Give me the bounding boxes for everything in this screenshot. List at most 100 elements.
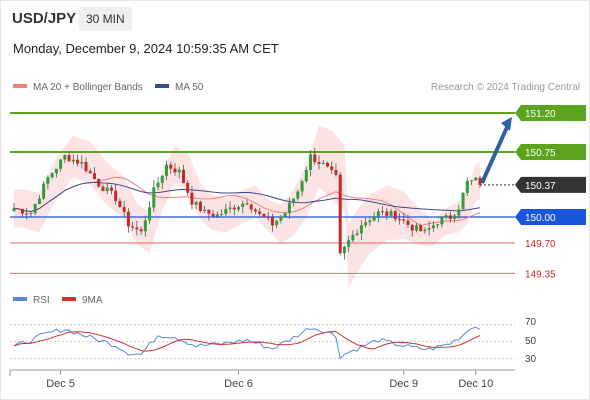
candle-body [76, 159, 80, 164]
candle-body [165, 164, 169, 176]
candle-body [156, 182, 160, 188]
ma-layer [13, 176, 481, 227]
candle-body [84, 161, 88, 172]
candle-body [389, 211, 393, 216]
level-label-149.70: 149.70 [525, 239, 556, 250]
candle-body [54, 168, 58, 174]
candle-body [143, 220, 147, 232]
candle-body [160, 175, 164, 183]
bollinger-band [14, 125, 480, 289]
candle-body [436, 224, 440, 226]
candle-body [59, 159, 63, 169]
candle-body [398, 219, 402, 221]
datetime-label: Monday, December 9, 2024 10:59:35 AM CET [13, 41, 279, 56]
candle-body [207, 209, 211, 214]
candle-body [237, 207, 241, 210]
candle-body [16, 208, 20, 210]
candle-body [478, 177, 482, 185]
candle-body [296, 191, 300, 199]
candle-body [122, 207, 126, 212]
candle-body [114, 190, 118, 201]
candle-body [67, 155, 71, 162]
legend-rsi-swatch [13, 297, 27, 301]
candle-body [101, 186, 105, 192]
rsi-tick-50: 50 [525, 336, 537, 347]
candle-body [355, 233, 359, 236]
candle-body [241, 203, 245, 208]
chart-header: USD/JPY 30 MIN [0, 0, 590, 38]
candle-body [20, 208, 24, 214]
candle-body [317, 162, 321, 164]
rsi-tick-70: 70 [525, 317, 537, 328]
candle-body [198, 201, 202, 211]
candle-body [42, 183, 46, 199]
candle-body [131, 226, 135, 228]
candle-body [148, 207, 152, 221]
candle-body [427, 228, 431, 230]
candle-body [423, 229, 427, 232]
candle-body [105, 187, 109, 192]
candle-body [186, 182, 190, 193]
candle-body [169, 164, 173, 169]
candle-body [80, 161, 84, 164]
forecast-arrow-head [501, 117, 512, 131]
candle-body [465, 180, 469, 193]
candle-body [364, 222, 368, 226]
candle-body [325, 162, 329, 167]
candle-body [300, 181, 304, 192]
candle-body [393, 211, 397, 220]
price-labels-layer: 151.20 150.75 150.37 150.00 149.70 149.35 [515, 105, 586, 280]
candle-body [177, 169, 181, 173]
candle-body [410, 224, 414, 231]
candle-body [275, 220, 279, 226]
legend-ma20-swatch [13, 84, 27, 88]
candle-body [330, 166, 334, 171]
x-tick-label: Dec 10 [458, 378, 493, 390]
rsi-tick-30: 30 [525, 354, 537, 365]
level-tag-150.00 [515, 209, 586, 225]
forecast-arrow-shaft [480, 124, 510, 184]
level-label-150.00: 150.00 [525, 213, 556, 224]
candle-body [12, 208, 16, 212]
candle-body [321, 162, 325, 164]
candle-body [203, 209, 207, 211]
candle-body [37, 198, 41, 204]
candle-body [287, 202, 291, 214]
x-ticks: Dec 5 Dec 6 Dec 9 Dec 10 [46, 370, 493, 390]
candle-body [194, 201, 198, 205]
legend-9ma-label: 9MA [82, 295, 103, 306]
candle-body [220, 213, 224, 215]
candle-body [313, 154, 317, 163]
candle-body [309, 154, 313, 170]
candle-body [63, 155, 67, 160]
candle-body [283, 213, 287, 217]
candle-body [29, 213, 33, 215]
candle-body [457, 209, 461, 216]
candle-body [359, 225, 363, 234]
candle-body [474, 177, 478, 181]
candle-body [211, 213, 215, 217]
level-label-150.37: 150.37 [525, 181, 556, 192]
candle-body [135, 227, 139, 230]
candle-body [97, 178, 101, 187]
candle-body [406, 220, 410, 225]
candle-body [88, 171, 92, 174]
candle-body [46, 177, 50, 184]
candle-body [224, 208, 228, 214]
candle-body [71, 159, 75, 162]
timeframe-badge[interactable]: 30 MIN [79, 7, 132, 31]
rsi-line [13, 326, 481, 360]
candle-body [279, 216, 283, 221]
candle-body [372, 216, 376, 221]
candle-body [126, 211, 130, 227]
level-tag-151.20 [515, 105, 586, 121]
candle-body [118, 200, 122, 208]
legend-ma20-label: MA 20 + Bollinger Bands [33, 82, 143, 93]
candle-body [33, 203, 37, 214]
candle-body [249, 204, 253, 210]
candle-body [253, 209, 257, 212]
rsi-ma-line [13, 331, 481, 352]
candle-body [215, 214, 219, 217]
candle-body [334, 170, 338, 175]
